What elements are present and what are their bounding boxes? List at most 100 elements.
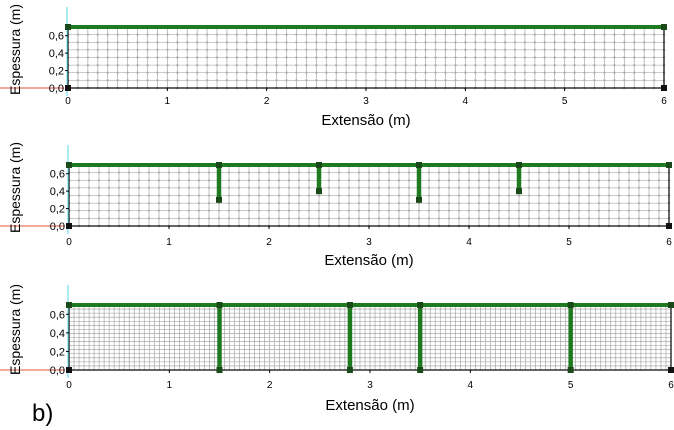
mesh-node	[337, 217, 341, 220]
mesh-node	[647, 178, 651, 182]
mesh-node	[632, 56, 636, 59]
mesh-node	[513, 79, 517, 82]
mesh-node	[86, 40, 90, 44]
member-bottom-node	[416, 196, 422, 203]
mesh-node	[247, 194, 251, 197]
mesh-node	[477, 201, 481, 205]
mesh-node	[126, 33, 129, 36]
mesh-node	[527, 186, 531, 190]
mesh-node	[407, 171, 411, 174]
mesh-node	[622, 71, 626, 75]
mesh-node	[477, 186, 481, 190]
mesh-node	[207, 201, 211, 205]
mesh-node	[632, 40, 636, 44]
mesh-node	[305, 48, 308, 52]
mesh-node	[642, 33, 646, 36]
mesh-node	[96, 33, 100, 36]
mesh-node	[106, 33, 110, 36]
mesh-node	[384, 33, 388, 36]
mesh-node	[517, 194, 521, 197]
mesh-node	[417, 217, 421, 220]
mesh-node	[637, 194, 641, 197]
mesh-node	[473, 48, 477, 52]
mesh-node	[467, 201, 471, 205]
mesh-node	[277, 171, 281, 174]
mesh-node	[557, 178, 561, 182]
mesh-node	[97, 201, 101, 205]
mesh-node	[577, 194, 581, 197]
mesh-node	[146, 56, 149, 59]
mesh-node	[593, 71, 596, 75]
mesh-node	[533, 56, 537, 59]
mesh-node	[107, 201, 111, 205]
member-bottom-node	[216, 367, 223, 373]
mesh-node	[156, 40, 159, 44]
mesh-node	[563, 79, 567, 82]
mesh-node	[337, 186, 341, 190]
mesh-node	[384, 79, 388, 82]
y-tick-label: 0,2	[50, 346, 65, 358]
mesh-node	[314, 33, 318, 36]
mesh-node	[297, 209, 301, 213]
mesh-node	[156, 79, 159, 82]
mesh-node	[437, 178, 441, 182]
mesh-node	[557, 186, 561, 190]
y-tick-label: 0,6	[50, 309, 65, 321]
mesh-node	[563, 63, 567, 67]
mesh-node	[547, 217, 551, 220]
mesh-node	[657, 178, 661, 182]
mesh-node	[437, 217, 441, 220]
mesh-node	[324, 56, 328, 59]
mesh-node	[483, 33, 487, 36]
mesh-node	[603, 40, 606, 44]
mesh-node	[533, 71, 537, 75]
mesh-node	[652, 33, 656, 36]
mesh-node	[652, 56, 656, 59]
mesh-node	[314, 56, 318, 59]
member-top-node	[216, 162, 222, 168]
mesh-node	[165, 79, 169, 82]
mesh-node	[444, 48, 447, 52]
mesh-node	[267, 201, 271, 205]
mesh-node	[295, 33, 298, 36]
mesh-node	[324, 33, 328, 36]
mesh-node	[76, 56, 80, 59]
mesh-node	[97, 209, 101, 213]
mesh-node	[427, 186, 431, 190]
mesh-node	[136, 33, 139, 36]
mesh-node	[503, 48, 507, 52]
mesh-node	[632, 63, 636, 67]
mesh-node	[607, 171, 611, 174]
mesh-node	[205, 33, 209, 36]
mesh-node	[394, 56, 398, 59]
mesh-node	[463, 48, 467, 52]
mesh-node	[513, 63, 517, 67]
mesh-node	[487, 217, 491, 220]
mesh-node	[617, 209, 621, 213]
mesh-node	[647, 209, 651, 213]
mesh-node	[447, 186, 451, 190]
mesh-node	[157, 171, 161, 174]
mesh-node	[107, 217, 111, 220]
mesh-node	[523, 40, 527, 44]
y-tick-label: 0,4	[50, 186, 65, 198]
mesh-node	[557, 171, 561, 174]
mesh-node	[603, 63, 606, 67]
mesh-node	[197, 209, 201, 213]
mesh-node	[457, 194, 461, 197]
mesh-node	[437, 194, 441, 197]
mesh-node	[77, 178, 81, 182]
mesh-node	[364, 63, 368, 67]
mesh-node	[434, 71, 437, 75]
mesh-node	[317, 209, 321, 213]
mesh-node	[245, 56, 249, 59]
x-tick-label: 1	[166, 237, 172, 248]
mesh-node	[637, 171, 641, 174]
mesh-node	[207, 217, 211, 220]
y-axis-label: Espessura (m)	[7, 142, 23, 233]
mesh-node	[307, 178, 311, 182]
mesh-node	[493, 40, 497, 44]
mesh-node	[156, 33, 159, 36]
mesh-node	[314, 79, 318, 82]
mesh-node	[543, 40, 547, 44]
